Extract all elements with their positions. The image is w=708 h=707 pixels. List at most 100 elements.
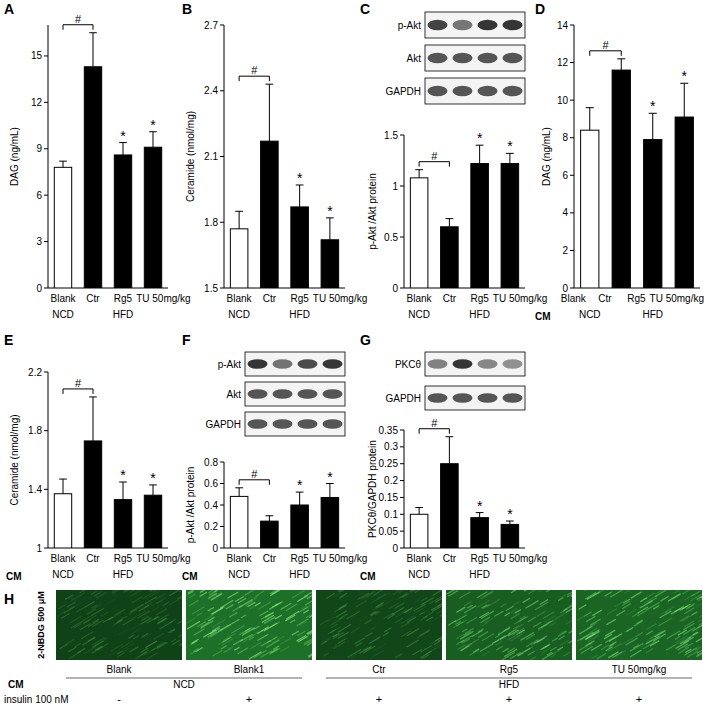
cell-streak xyxy=(484,618,494,624)
cell-streak xyxy=(308,649,312,656)
x-tick-label: Ctr xyxy=(598,293,612,304)
cell-streak xyxy=(249,603,259,609)
blot-band xyxy=(248,359,268,369)
cell-streak xyxy=(683,628,695,635)
stain-label: 2-NBDG 500 μM xyxy=(36,591,46,659)
x-tick-label: Rg5 xyxy=(114,293,133,304)
cell-streak xyxy=(156,609,167,615)
cell-streak xyxy=(200,592,207,596)
cell-streak xyxy=(250,642,261,649)
cell-streak xyxy=(453,620,466,628)
cell-streak xyxy=(169,590,179,596)
cell-streak xyxy=(138,605,144,609)
cell-streak xyxy=(227,619,239,626)
cell-streak xyxy=(130,623,141,629)
cell-streak xyxy=(190,651,196,654)
error-bar xyxy=(446,437,454,464)
cell-streak xyxy=(512,602,519,606)
cell-streak xyxy=(280,646,290,652)
blot-band xyxy=(503,86,523,96)
cell-streak xyxy=(95,638,108,646)
cell-streak xyxy=(462,639,470,644)
y-axis-line xyxy=(404,135,405,288)
cell-streak xyxy=(362,591,375,598)
cell-streak xyxy=(281,603,292,609)
cell-streak xyxy=(292,631,299,635)
cell-streak xyxy=(477,592,487,598)
y-axis-line xyxy=(48,372,49,548)
cell-streak xyxy=(339,593,346,597)
cell-streak xyxy=(500,603,506,607)
cell-streak xyxy=(121,641,133,648)
cell-streak xyxy=(96,592,106,598)
bar xyxy=(501,524,519,548)
error-bar xyxy=(149,485,157,495)
cell-streak xyxy=(481,611,494,618)
y-tick-label: 1.5 xyxy=(384,130,398,141)
cell-streak xyxy=(432,604,442,612)
cell-streak xyxy=(338,624,351,632)
fluorescence-image xyxy=(316,590,442,660)
x-tick-label: TU 50mg/kg xyxy=(493,293,547,304)
bar xyxy=(144,147,161,288)
y-axis-line xyxy=(404,430,405,548)
cell-streak xyxy=(112,590,125,592)
cell-streak xyxy=(430,596,442,604)
cell-streak xyxy=(654,631,665,637)
cell-streak xyxy=(76,607,84,612)
cell-streak xyxy=(135,652,147,659)
cell-streak xyxy=(149,591,159,597)
x-tick-label: Rg5 xyxy=(470,293,489,304)
blot-frame xyxy=(245,352,345,376)
bar xyxy=(291,207,309,288)
group-label: HFD xyxy=(113,309,134,320)
error-bar xyxy=(586,108,594,131)
fluorescence-texture xyxy=(57,590,182,659)
y-tick xyxy=(570,250,574,251)
cell-streak xyxy=(92,620,103,627)
y-tick-label: 0.2 xyxy=(384,475,398,486)
bar xyxy=(471,518,489,548)
cell-streak xyxy=(132,597,142,603)
y-tick xyxy=(570,212,574,213)
y-tick-label: 0.15 xyxy=(379,492,399,503)
significance-label: * xyxy=(507,138,513,154)
cell-streak xyxy=(635,632,643,636)
cell-streak xyxy=(495,635,500,638)
cell-streak xyxy=(568,629,572,633)
y-tick xyxy=(570,62,574,63)
cell-streak xyxy=(233,639,243,645)
cell-streak xyxy=(339,590,352,592)
cell-streak xyxy=(243,636,254,642)
y-tick xyxy=(220,222,224,223)
cell-streak xyxy=(592,630,599,634)
y-tick-label: 12 xyxy=(31,97,43,108)
cell-streak xyxy=(415,590,426,593)
comparison-bracket xyxy=(419,429,449,434)
blot-frame xyxy=(425,386,525,410)
figure: ADAG (ng/mL)03691215#**BlankCtrRg5TU 50m… xyxy=(0,0,708,707)
significance-label: * xyxy=(327,469,333,485)
cell-streak xyxy=(92,647,103,653)
fluorescence-image xyxy=(186,590,312,660)
cell-streak xyxy=(413,590,425,591)
cell-streak xyxy=(684,608,694,614)
cell-streak xyxy=(464,606,476,613)
error-bar xyxy=(326,484,334,498)
cell-streak xyxy=(510,634,522,641)
cell-streak xyxy=(257,634,268,640)
y-tick xyxy=(44,241,48,242)
chart-C: Cp-Akt /Akt protein00.511.5#**BlankCtrRg… xyxy=(360,1,547,320)
cell-streak xyxy=(571,593,572,596)
cell-streak xyxy=(59,644,68,649)
y-tick xyxy=(44,195,48,196)
cell-streak xyxy=(130,647,139,652)
x-tick-label: Blank xyxy=(50,553,76,564)
cell-streak xyxy=(305,599,312,605)
y-tick-label: 2.7 xyxy=(204,20,218,31)
cell-streak xyxy=(383,632,389,635)
cell-streak xyxy=(388,614,396,618)
cell-streak xyxy=(189,600,198,605)
x-tick-label: Blank xyxy=(407,553,433,564)
cell-streak xyxy=(157,642,167,648)
